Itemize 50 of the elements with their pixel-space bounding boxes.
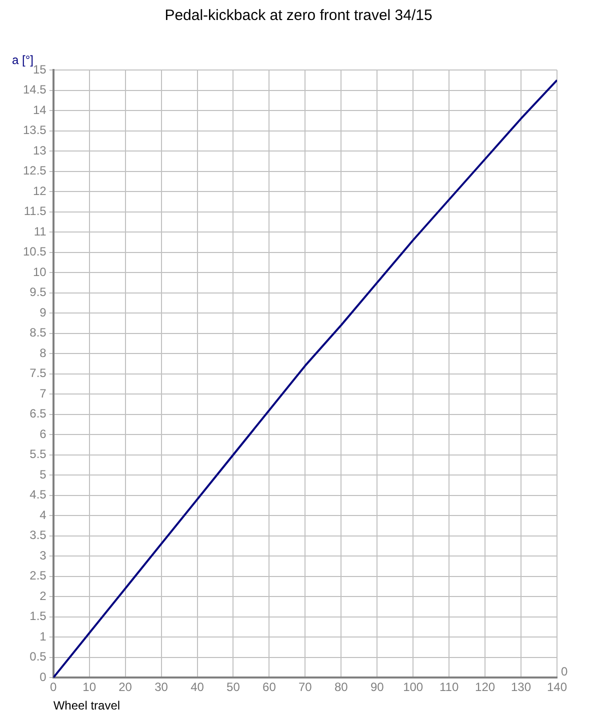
- y-tick-label: 1: [40, 629, 47, 644]
- y-tick-label: 7.5: [30, 366, 47, 380]
- x-tick-label: 50: [226, 680, 240, 694]
- y-tick-label: 11: [34, 224, 47, 238]
- y-tick-label: 4: [40, 508, 47, 522]
- text: 0: [561, 664, 568, 679]
- y-tick-label: 9: [40, 305, 47, 320]
- y-tick-label: 9.5: [30, 285, 47, 300]
- y-tick-label: 4.5: [30, 488, 47, 502]
- y-tick-label: 6.5: [30, 406, 47, 421]
- x-tick-label: 110: [440, 680, 459, 694]
- x-tick-label: 0: [50, 680, 58, 694]
- y-tick-label: 13.5: [22, 123, 47, 138]
- y-tick-label: 3.5: [30, 528, 47, 542]
- y-tick-label: 15: [32, 62, 47, 76]
- y-tick-label: 6: [40, 426, 47, 441]
- y-tick-label: 2: [40, 588, 47, 603]
- y-tick-label: 14: [32, 102, 47, 117]
- y-tick-label: 14.5: [22, 82, 47, 97]
- x-tick-label: 80: [334, 680, 348, 694]
- y-tick-label: 11.5: [24, 204, 47, 218]
- y-tick-label: 10.5: [22, 244, 47, 259]
- y-tick-label: 13: [32, 143, 47, 158]
- x-tick-label: 90: [370, 680, 384, 694]
- x-tick-label: 20: [118, 680, 132, 694]
- y-tick-label: 8.5: [30, 326, 47, 340]
- y-tick-label: 12.5: [22, 164, 47, 178]
- x-tick-label: 10: [82, 680, 96, 694]
- x-tick-label: 130: [511, 680, 532, 694]
- x-tick-label: 30: [154, 680, 168, 694]
- chart-title: Pedal-kickback at zero front travel 34/15: [164, 7, 432, 24]
- x-axis-title: Wheel travel: [53, 698, 120, 713]
- x-tick-label: 140: [546, 680, 568, 694]
- y-axis-title: a [°]: [12, 53, 34, 67]
- x-tick-label: 60: [262, 680, 276, 694]
- y-tick-label: 7: [40, 386, 47, 400]
- x-tick-label: 40: [190, 680, 204, 694]
- x-tick-label: 120: [475, 680, 496, 694]
- y-tick-label: 1.5: [30, 609, 47, 624]
- y-tick-label: 5: [40, 467, 47, 482]
- y-tick-label: 0.5: [30, 650, 47, 664]
- x-tick-label: 70: [298, 680, 312, 694]
- y-tick-label: 10: [32, 264, 47, 279]
- y-tick-label: 2.5: [30, 568, 47, 583]
- x-tick-label: 100: [403, 680, 424, 694]
- y-tick-label: 0: [40, 670, 47, 684]
- y-tick-label: 3: [40, 548, 47, 562]
- y-tick-label: 12: [32, 184, 47, 198]
- y-tick-label: 5.5: [30, 447, 47, 462]
- y-tick-label: 8: [40, 346, 47, 360]
